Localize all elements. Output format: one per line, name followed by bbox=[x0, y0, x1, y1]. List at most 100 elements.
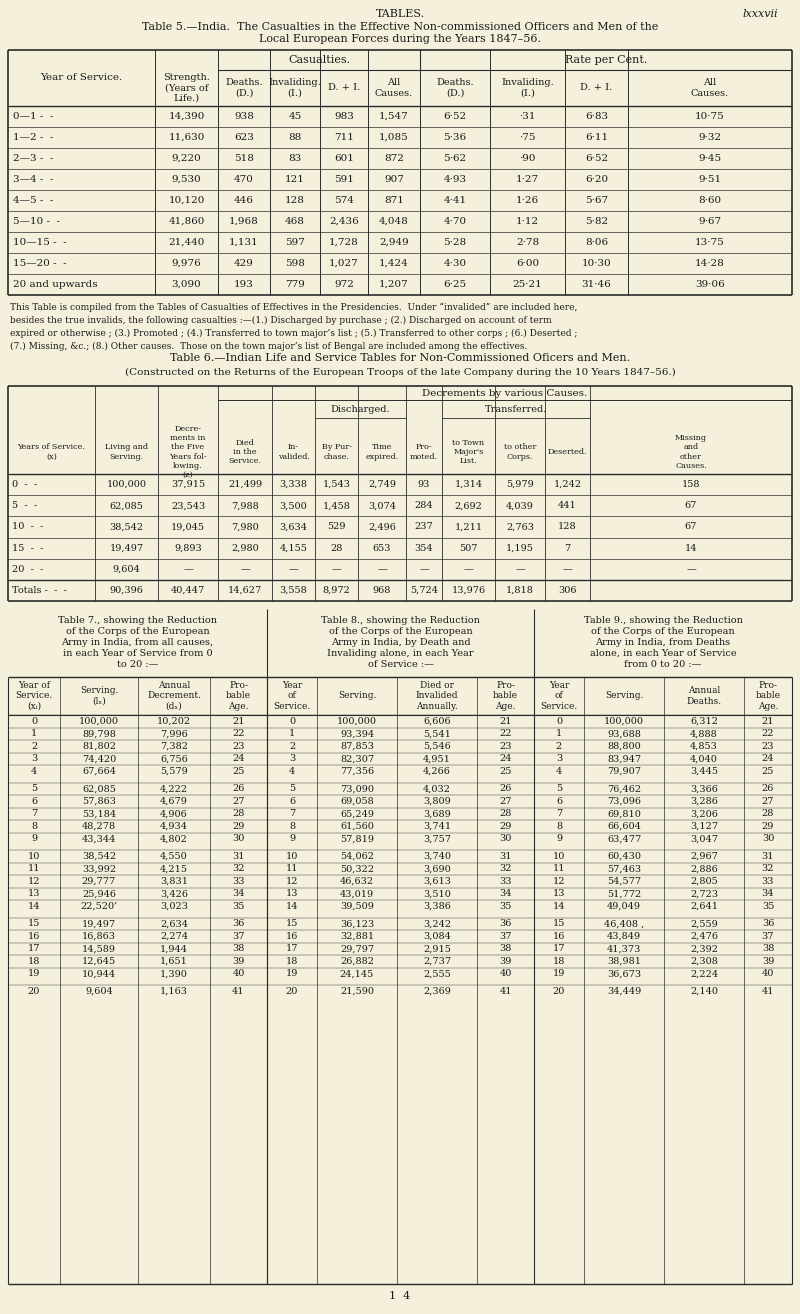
Text: 468: 468 bbox=[285, 217, 305, 226]
Text: 37: 37 bbox=[762, 932, 774, 941]
Text: 14·28: 14·28 bbox=[695, 259, 725, 268]
Text: Army in India, from Deaths: Army in India, from Deaths bbox=[595, 639, 730, 646]
Text: 27: 27 bbox=[232, 796, 245, 805]
Text: 6: 6 bbox=[31, 796, 37, 805]
Text: 15: 15 bbox=[553, 920, 565, 928]
Text: 53,184: 53,184 bbox=[82, 809, 116, 819]
Text: 2,555: 2,555 bbox=[423, 970, 451, 978]
Text: 9: 9 bbox=[31, 834, 37, 844]
Text: 21: 21 bbox=[232, 716, 245, 725]
Text: 41: 41 bbox=[499, 987, 512, 996]
Text: 2,274: 2,274 bbox=[160, 932, 188, 941]
Text: 16,863: 16,863 bbox=[82, 932, 116, 941]
Text: 37,915: 37,915 bbox=[171, 480, 205, 489]
Text: 36: 36 bbox=[232, 920, 245, 928]
Text: 73,090: 73,090 bbox=[340, 784, 374, 794]
Text: 3,757: 3,757 bbox=[423, 834, 451, 844]
Text: 32,881: 32,881 bbox=[340, 932, 374, 941]
Text: —: — bbox=[240, 565, 250, 574]
Text: 237: 237 bbox=[414, 523, 434, 531]
Text: 9·51: 9·51 bbox=[698, 175, 722, 184]
Text: 49,049: 49,049 bbox=[607, 901, 641, 911]
Text: 29: 29 bbox=[499, 821, 512, 830]
Text: 27: 27 bbox=[499, 796, 512, 805]
Text: 4,039: 4,039 bbox=[506, 501, 534, 510]
Text: 69,058: 69,058 bbox=[340, 796, 374, 805]
Text: Discharged.: Discharged. bbox=[330, 405, 390, 414]
Text: 17: 17 bbox=[286, 945, 298, 953]
Text: 35: 35 bbox=[499, 901, 512, 911]
Text: 6·52: 6·52 bbox=[443, 112, 466, 121]
Text: 2: 2 bbox=[31, 741, 37, 750]
Text: 591: 591 bbox=[334, 175, 354, 184]
Text: 3: 3 bbox=[31, 754, 37, 763]
Text: 3,500: 3,500 bbox=[280, 501, 307, 510]
Text: 4,222: 4,222 bbox=[160, 784, 188, 794]
Text: 4: 4 bbox=[31, 767, 37, 775]
Text: to other
Corps.: to other Corps. bbox=[504, 443, 536, 461]
Text: 4,951: 4,951 bbox=[423, 754, 451, 763]
Text: 30: 30 bbox=[499, 834, 512, 844]
Text: 41: 41 bbox=[232, 987, 245, 996]
Text: Year of Service.: Year of Service. bbox=[40, 74, 122, 83]
Text: 43,019: 43,019 bbox=[340, 890, 374, 899]
Text: 28: 28 bbox=[762, 809, 774, 819]
Text: 11,630: 11,630 bbox=[168, 133, 205, 142]
Text: All
Causes.: All Causes. bbox=[691, 79, 729, 97]
Text: 4,853: 4,853 bbox=[690, 741, 718, 750]
Text: 12: 12 bbox=[553, 876, 566, 886]
Text: Pro-
bable
Age.: Pro- bable Age. bbox=[493, 681, 518, 711]
Text: 73,096: 73,096 bbox=[607, 796, 641, 805]
Text: 13: 13 bbox=[286, 890, 298, 899]
Text: 12: 12 bbox=[28, 876, 40, 886]
Text: 13·75: 13·75 bbox=[695, 238, 725, 247]
Text: 1,314: 1,314 bbox=[454, 480, 482, 489]
Text: Casualties.: Casualties. bbox=[288, 55, 350, 64]
Text: 20: 20 bbox=[553, 987, 565, 996]
Text: 9,604: 9,604 bbox=[85, 987, 113, 996]
Text: ·75: ·75 bbox=[519, 133, 536, 142]
Text: 18: 18 bbox=[553, 957, 565, 966]
Text: 1  4: 1 4 bbox=[390, 1290, 410, 1301]
Text: 25: 25 bbox=[499, 767, 512, 775]
Text: 446: 446 bbox=[234, 196, 254, 205]
Text: 19,045: 19,045 bbox=[171, 523, 205, 531]
Text: 6·25: 6·25 bbox=[443, 280, 466, 289]
Text: Invaliding.
(I.): Invaliding. (I.) bbox=[269, 79, 322, 97]
Text: lxxxvii: lxxxvii bbox=[742, 9, 778, 18]
Text: 5,546: 5,546 bbox=[423, 741, 451, 750]
Text: expired or otherwise ; (3.) Promoted ; (4.) Transferred to town major’s list ; (: expired or otherwise ; (3.) Promoted ; (… bbox=[10, 328, 578, 338]
Text: 10,944: 10,944 bbox=[82, 970, 116, 978]
Text: 34,449: 34,449 bbox=[607, 987, 641, 996]
Text: 5: 5 bbox=[289, 784, 295, 794]
Text: 4,550: 4,550 bbox=[160, 851, 188, 861]
Text: 9,604: 9,604 bbox=[113, 565, 140, 574]
Text: 6·20: 6·20 bbox=[585, 175, 608, 184]
Text: 29,797: 29,797 bbox=[340, 945, 374, 953]
Text: 30: 30 bbox=[762, 834, 774, 844]
Text: 22,520’: 22,520’ bbox=[81, 901, 118, 911]
Text: 81,802: 81,802 bbox=[82, 741, 116, 750]
Text: Army in India, from all causes,: Army in India, from all causes, bbox=[62, 639, 214, 646]
Text: 14: 14 bbox=[553, 901, 566, 911]
Text: 19,497: 19,497 bbox=[82, 920, 116, 928]
Text: 69,810: 69,810 bbox=[607, 809, 641, 819]
Text: 0: 0 bbox=[556, 716, 562, 725]
Text: 2,886: 2,886 bbox=[690, 865, 718, 874]
Text: 22: 22 bbox=[232, 729, 245, 738]
Text: 0—1 -  -: 0—1 - - bbox=[13, 112, 54, 121]
Text: 21,499: 21,499 bbox=[228, 480, 262, 489]
Text: —: — bbox=[464, 565, 474, 574]
Text: 3,206: 3,206 bbox=[690, 809, 718, 819]
Text: 8·06: 8·06 bbox=[585, 238, 608, 247]
Text: 18: 18 bbox=[286, 957, 298, 966]
Text: 45: 45 bbox=[288, 112, 302, 121]
Text: Died
in the
Service.: Died in the Service. bbox=[229, 439, 262, 465]
Text: Years of Service.
(x): Years of Service. (x) bbox=[18, 443, 86, 461]
Text: 100,000: 100,000 bbox=[604, 716, 644, 725]
Text: 2: 2 bbox=[289, 741, 295, 750]
Text: 6·11: 6·11 bbox=[585, 133, 608, 142]
Text: —: — bbox=[686, 565, 696, 574]
Text: Died or
Invalided
Annually.: Died or Invalided Annually. bbox=[416, 681, 458, 711]
Text: Table 8., showing the Reduction: Table 8., showing the Reduction bbox=[321, 616, 480, 625]
